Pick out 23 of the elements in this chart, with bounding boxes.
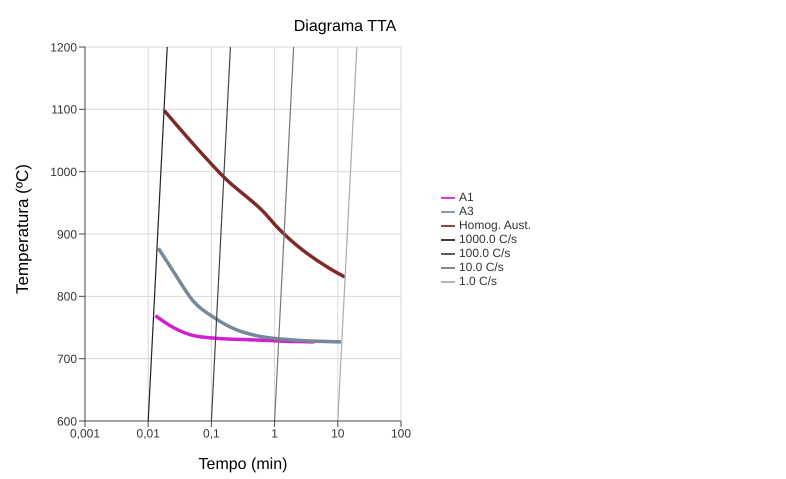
- legend-label: 100.0 C/s: [459, 246, 510, 260]
- y-tick-label: 600: [56, 414, 78, 428]
- x-axis-title: Tempo (min): [198, 456, 288, 473]
- y-tick-label: 1200: [50, 40, 78, 54]
- legend-label: A1: [459, 190, 474, 204]
- x-tick-label: 10: [331, 426, 345, 441]
- y-tick-label: 1100: [51, 102, 78, 117]
- y-tick-label: 700: [56, 352, 78, 366]
- legend-label: Homog. Aust.: [459, 218, 532, 232]
- legend-label: 1000.0 C/s: [459, 232, 518, 246]
- x-tick-label: 0,001: [70, 426, 100, 441]
- legend-label: 10.0 C/s: [459, 260, 504, 274]
- x-tick-label: 100: [390, 426, 412, 441]
- x-tick-label: 0,1: [203, 426, 220, 441]
- x-tick-label: 1: [271, 426, 278, 441]
- chart-title: Diagrama TTA: [292, 18, 398, 36]
- legend-label: 1.0 C/s: [459, 274, 498, 288]
- x-tick-label: 0,01: [136, 426, 160, 441]
- y-tick-label: 900: [56, 227, 78, 242]
- legend-label: A3: [459, 204, 474, 218]
- y-tick-label: 1000: [50, 164, 78, 179]
- y-axis-title: Temperatura (ºC): [13, 164, 32, 294]
- y-tick-label: 800: [56, 290, 78, 304]
